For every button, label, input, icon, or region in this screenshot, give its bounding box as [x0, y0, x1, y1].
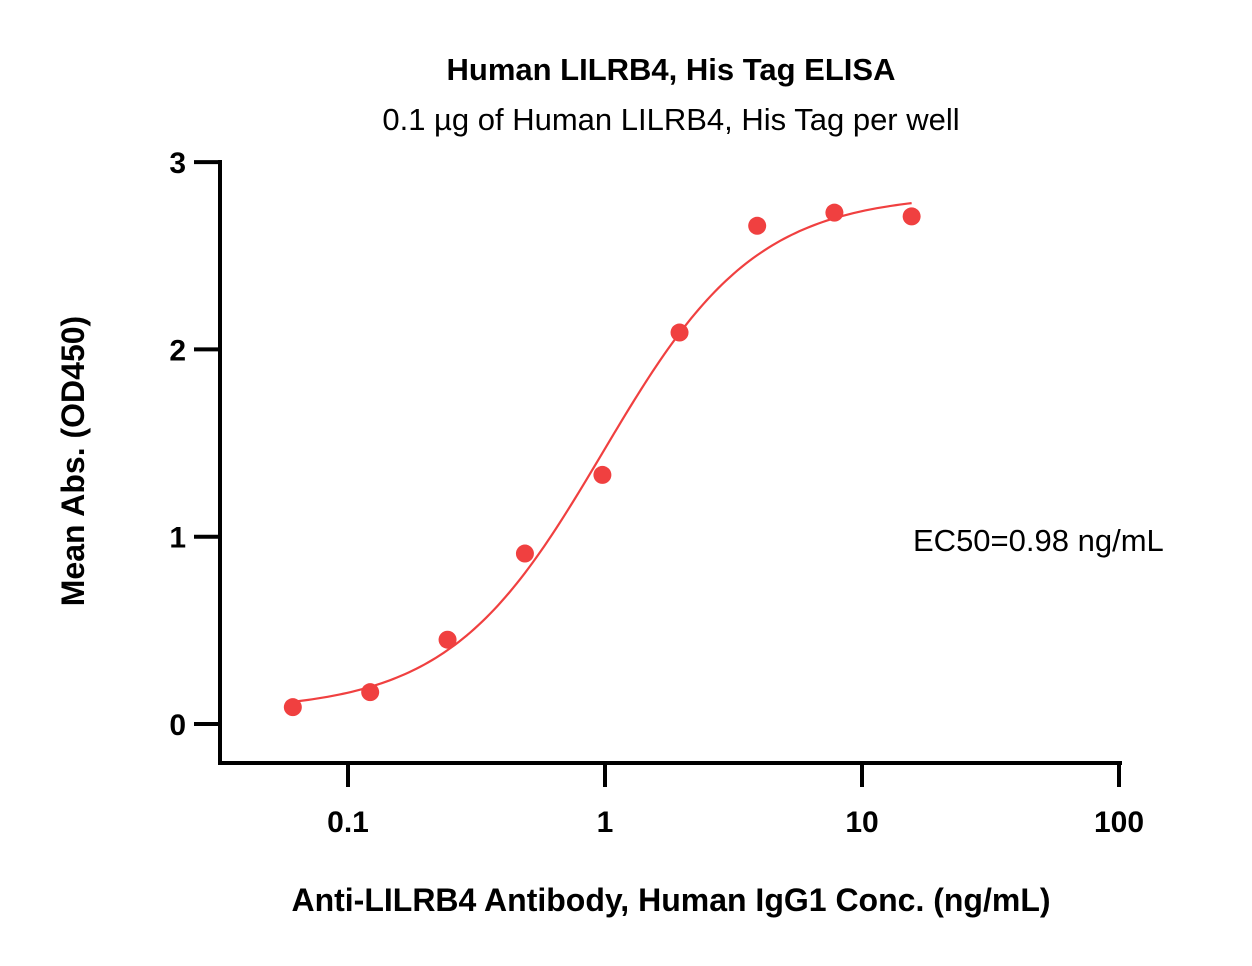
x-axis-title: Anti-LILRB4 Antibody, Human IgG1 Conc. (… [291, 882, 1050, 918]
x-tick-label: 10 [845, 806, 878, 839]
data-points [283, 203, 921, 717]
y-tick-label: 0 [169, 709, 186, 742]
ec50-annotation: EC50=0.98 ng/mL [913, 523, 1164, 558]
data-point [670, 323, 689, 342]
data-point [593, 465, 612, 484]
data-point [825, 203, 844, 222]
y-tick-label: 3 [169, 147, 186, 180]
data-point [438, 630, 457, 649]
data-point [748, 216, 767, 235]
y-tick-label: 2 [169, 334, 186, 367]
y-tick-label: 1 [169, 522, 186, 555]
x-tick-label: 1 [597, 806, 614, 839]
x-tick-label: 0.1 [327, 806, 369, 839]
data-point [283, 698, 302, 717]
data-point [902, 207, 921, 226]
x-tick-label: 100 [1094, 806, 1144, 839]
y-ticks: 0 1 2 3 [169, 147, 220, 742]
fit-curve [292, 202, 912, 703]
data-point [515, 544, 534, 563]
y-axis-title: Mean Abs. (OD450) [55, 316, 91, 606]
chart-title: Human LILRB4, His Tag ELISA [447, 52, 896, 87]
data-point [361, 683, 380, 702]
chart-subtitle: 0.1 µg of Human LILRB4, His Tag per well [382, 102, 959, 137]
x-ticks: 0.1 1 10 100 [327, 763, 1144, 839]
